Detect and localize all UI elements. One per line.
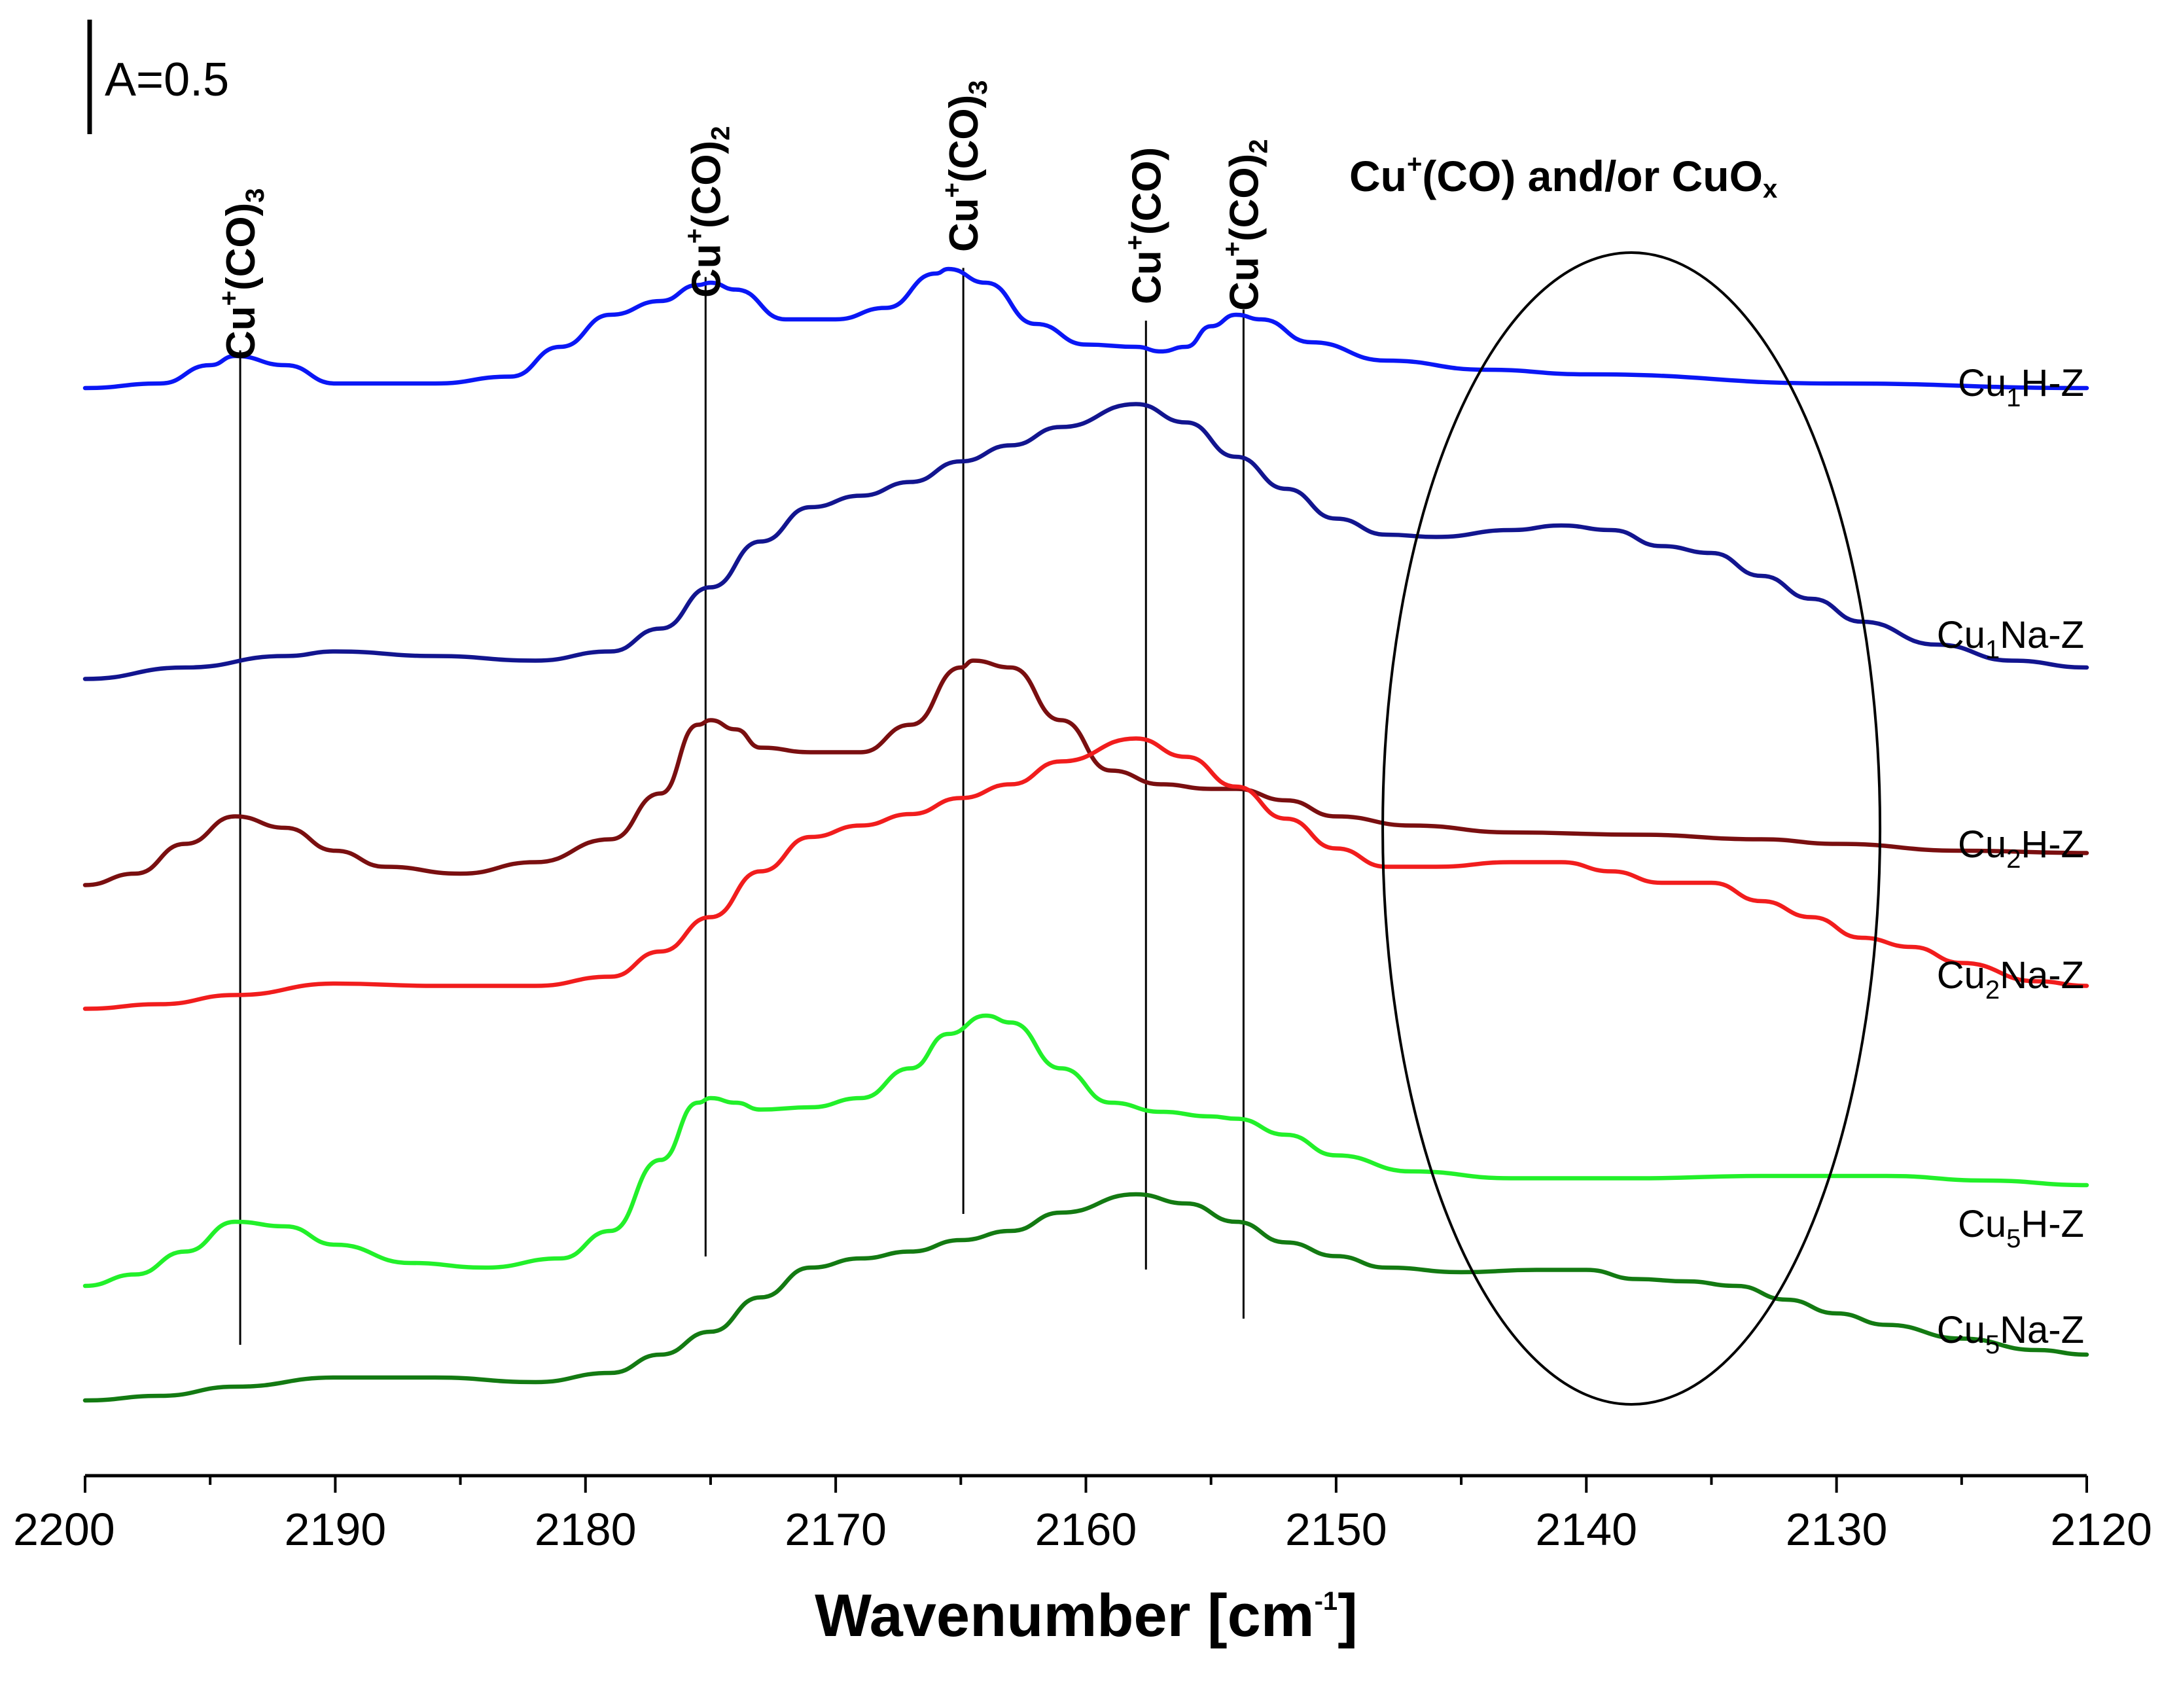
series-label-Cu1H-Z: Cu1H-Z — [1958, 362, 2084, 412]
scale-bar-label: A=0.5 — [105, 54, 229, 106]
peak-label: Cu+(CO)3 — [938, 80, 993, 252]
x-tick-label: 2160 — [1035, 1504, 1137, 1555]
x-tick-label: 2150 — [1285, 1504, 1387, 1555]
series-line-Cu5H-Z — [82, 1013, 2089, 1289]
peak-label: Cu+(CO)3 — [215, 188, 270, 360]
peak-label: Cu+(CO)2 — [1218, 139, 1273, 311]
peak-label: Cu+(CO)2 — [680, 126, 735, 298]
cuox-region-ellipse — [1381, 251, 1882, 1406]
series-line-Cu2Na-Z — [82, 736, 2089, 1011]
series-label-Cu2Na-Z: Cu2Na-Z — [1937, 954, 2084, 1005]
scale-bar: A=0.5 — [87, 20, 229, 134]
peak-labels: Cu+(CO)3 Cu+(CO)2 Cu+(CO)3 Cu+(CO) Cu+(CO)2 — [215, 80, 1273, 360]
series-line-Cu2H-Z — [82, 658, 2089, 887]
peak-label: Cu+(CO) — [1120, 147, 1169, 304]
x-tick-label: 2180 — [535, 1504, 637, 1555]
series-label-Cu5H-Z: Cu5H-Z — [1958, 1203, 2084, 1253]
x-axis-title: Wavenumber [cm-1] — [815, 1582, 1358, 1649]
region-annotation-label: Cu+(CO) and/or CuOx — [1349, 150, 1777, 204]
x-tick-label: 2170 — [785, 1504, 887, 1555]
x-tick-label: 2130 — [1786, 1504, 1888, 1555]
series-line-Cu5Na-Z — [82, 1192, 2089, 1403]
series-label-Cu5Na-Z: Cu5Na-Z — [1937, 1309, 2084, 1359]
peak-marker-lines — [239, 268, 1245, 1345]
series-line-Cu1Na-Z — [82, 402, 2089, 681]
x-tick-label: 2200 — [13, 1504, 115, 1555]
x-tick-label: 2120 — [2050, 1504, 2152, 1555]
series-label-Cu2H-Z: Cu2H-Z — [1958, 823, 2084, 874]
x-axis: 2200 2190 2180 2170 2160 2150 2140 2130 2120 — [13, 1474, 2152, 1555]
series-line-Cu1H-Z — [82, 266, 2089, 391]
series-label-Cu1Na-Z: Cu1Na-Z — [1937, 614, 2084, 664]
x-tick-label: 2140 — [1535, 1504, 1637, 1555]
series-labels: Cu1H-Z Cu1Na-Z Cu2H-Z Cu2Na-Z Cu5H-Z Cu5Na-Z — [1937, 362, 2084, 1359]
x-tick-label: 2190 — [285, 1504, 387, 1555]
spectra-series — [82, 266, 2089, 1403]
